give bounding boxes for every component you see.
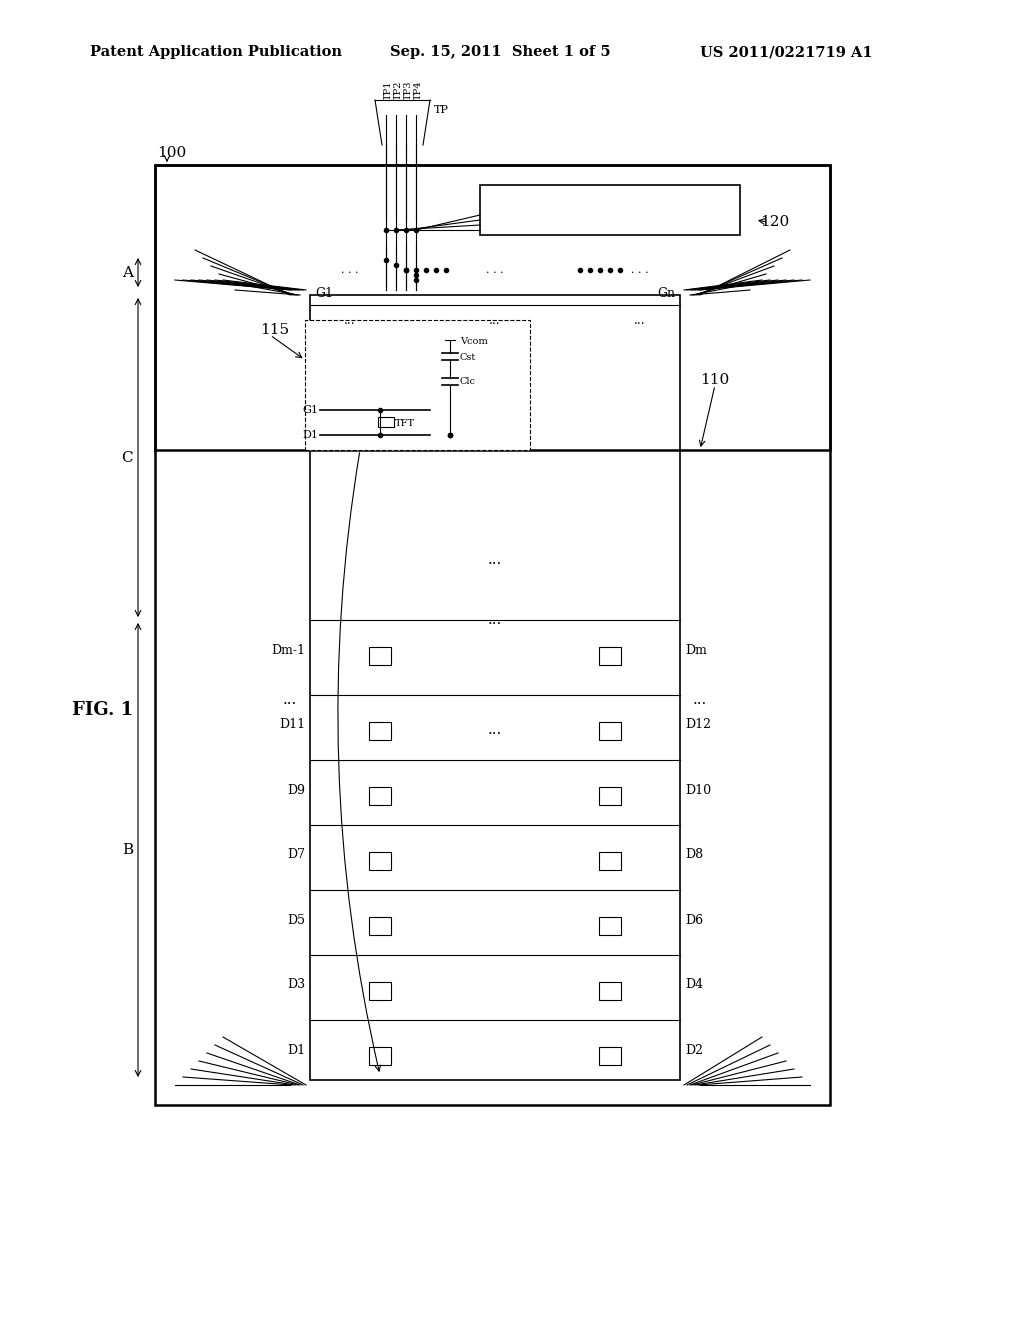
Bar [378, 417, 394, 426]
Text: D9: D9 [287, 784, 305, 796]
Text: 110: 110 [700, 374, 729, 387]
Text: D10: D10 [685, 784, 711, 796]
Bar [599, 647, 621, 665]
Text: D2: D2 [685, 1044, 703, 1056]
Bar [599, 1047, 621, 1065]
Bar [599, 722, 621, 741]
Bar [155, 165, 830, 1105]
Text: Cst: Cst [460, 352, 476, 362]
Text: ...: ... [344, 314, 355, 326]
Bar [480, 185, 740, 235]
FancyBboxPatch shape [305, 319, 530, 450]
Text: 115: 115 [260, 323, 289, 337]
Text: G1: G1 [302, 405, 318, 414]
Text: ...: ... [487, 723, 502, 737]
Text: ...: ... [693, 693, 708, 708]
Text: TP3: TP3 [403, 81, 413, 100]
Text: Sep. 15, 2011  Sheet 1 of 5: Sep. 15, 2011 Sheet 1 of 5 [390, 45, 610, 59]
Bar [599, 982, 621, 1001]
Text: Vcom: Vcom [460, 338, 487, 346]
Text: D11: D11 [279, 718, 305, 731]
Text: Gn: Gn [657, 286, 675, 300]
Text: D3: D3 [287, 978, 305, 991]
Bar [155, 165, 830, 450]
Text: D8: D8 [685, 849, 703, 862]
Bar [369, 647, 391, 665]
Text: ...: ... [634, 314, 646, 326]
Text: ...: ... [487, 553, 502, 568]
Bar [369, 787, 391, 805]
Text: TP2: TP2 [393, 81, 402, 100]
Text: FIG. 1: FIG. 1 [72, 701, 133, 719]
Bar [310, 294, 680, 1080]
Text: D7: D7 [287, 849, 305, 862]
Text: 120: 120 [760, 215, 790, 228]
Bar [369, 851, 391, 870]
Text: A: A [122, 267, 133, 280]
Bar [369, 1047, 391, 1065]
Bar [599, 787, 621, 805]
Text: ...: ... [489, 314, 501, 326]
Text: Dm-1: Dm-1 [271, 644, 305, 656]
Text: D5: D5 [287, 913, 305, 927]
Bar [369, 982, 391, 1001]
Text: TP: TP [434, 106, 449, 115]
Bar [369, 722, 391, 741]
Text: US 2011/0221719 A1: US 2011/0221719 A1 [700, 45, 872, 59]
Bar [599, 917, 621, 935]
Bar [599, 851, 621, 870]
Text: TP4: TP4 [414, 81, 423, 100]
Text: D12: D12 [685, 718, 711, 731]
Text: D4: D4 [685, 978, 703, 991]
Text: B: B [122, 843, 133, 857]
Text: Patent Application Publication: Patent Application Publication [90, 45, 342, 59]
Text: . . .: . . . [486, 265, 504, 275]
Text: G1: G1 [315, 286, 333, 300]
Bar [369, 917, 391, 935]
Text: D6: D6 [685, 913, 703, 927]
Text: . . .: . . . [631, 265, 649, 275]
Text: 100: 100 [157, 147, 186, 160]
Text: D1: D1 [302, 430, 318, 440]
Text: C: C [122, 451, 133, 465]
Text: Dm: Dm [685, 644, 707, 656]
Text: D1: D1 [287, 1044, 305, 1056]
Text: ...: ... [487, 612, 502, 627]
Text: TP1: TP1 [384, 81, 392, 100]
Text: ...: ... [283, 693, 297, 708]
Text: . . .: . . . [341, 265, 358, 275]
Text: Clc: Clc [460, 378, 476, 387]
Text: TFT: TFT [395, 418, 415, 428]
